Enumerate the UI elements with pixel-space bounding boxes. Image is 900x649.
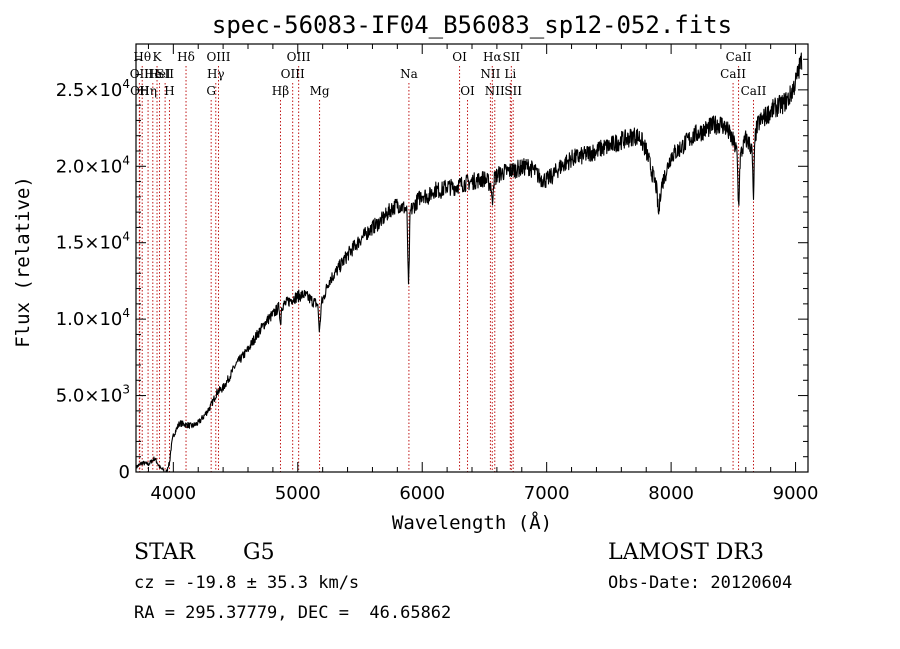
spectral-line-label: Hα: [483, 50, 502, 64]
survey-name: LAMOST DR3: [608, 540, 764, 565]
x-tick-label: 4000: [150, 483, 196, 504]
flux-line: [135, 52, 803, 473]
obs-date: Obs-Date: 20120604: [608, 573, 793, 593]
spectral-line-label: CaII: [741, 84, 767, 98]
spectral-line-label: Hγ: [207, 67, 225, 81]
x-tick-label: 7000: [524, 483, 570, 504]
y-axis-label: Flux (relative): [12, 176, 34, 348]
spectral-line-label: Mg: [310, 84, 330, 98]
spectral-line-label: Na: [400, 67, 418, 81]
spectral-line-label: OI: [452, 50, 467, 64]
spectral-line-label: NII: [480, 67, 500, 81]
y-tick-exponent: 4: [122, 77, 130, 91]
spectral-line-label: OI: [460, 84, 475, 98]
spectral-line-label: OIII: [287, 50, 311, 64]
spectral-line-label: OIII: [281, 67, 305, 81]
spectral-line-label: Hη: [139, 84, 157, 98]
x-tick-label: 6000: [399, 483, 445, 504]
y-tick-mantissa: 0: [119, 462, 130, 483]
spectral-line-label: K: [153, 50, 163, 64]
redshift-text: cz = -19.8 ± 35.3 km/s: [134, 573, 360, 593]
object-subclass: G5: [243, 540, 275, 565]
spectral-line-label: SII: [502, 50, 520, 64]
y-tick-exponent: 4: [122, 230, 130, 244]
y-tick-exponent: 3: [122, 383, 130, 397]
spectral-line-label: OII: [130, 84, 150, 98]
y-tick-mantissa: 2.5×10: [56, 80, 123, 101]
axes: [135, 43, 809, 473]
x-tick-label: 8000: [648, 483, 694, 504]
y-tick-mantissa: 1.0×10: [56, 309, 123, 330]
spectral-line-label: SII: [156, 67, 174, 81]
y-tick-label: 2.0×104: [56, 153, 130, 177]
y-tick-label: 5.0×103: [56, 383, 130, 407]
x-axis-label: Wavelength (Å): [392, 511, 552, 534]
spectral-line-label: OIII: [206, 50, 230, 64]
y-tick-label: 0: [119, 462, 130, 483]
y-tick-mantissa: 5.0×10: [56, 386, 123, 407]
spectral-line-label: CaII: [720, 67, 746, 81]
spectral-line-label: Hθ: [133, 50, 151, 64]
flux-series: [135, 52, 803, 473]
object-class: STAR: [134, 540, 195, 565]
y-tick-mantissa: 1.5×10: [56, 233, 123, 254]
spectral-line-label: G: [206, 84, 216, 98]
spectral-line-label: HeI: [148, 67, 171, 81]
spectral-line-label: H: [164, 84, 174, 98]
spectral-line-label: Hδ: [177, 50, 195, 64]
y-tick-label: 1.5×104: [56, 230, 130, 254]
chart-title: spec-56083-IF04_B56083_sp12-052.fits: [212, 11, 732, 39]
spectral-line-label: He: [144, 67, 162, 81]
spectral-line-labels: OIIOIIHθHηHeKHeISIIHHδGHγOIIIHβOIIIOIIIM…: [130, 50, 767, 98]
x-tick-label: 9000: [773, 483, 819, 504]
spectral-line-label: NII: [485, 84, 505, 98]
x-tick-label: 5000: [275, 483, 321, 504]
spectral-line-label: Li: [504, 67, 516, 81]
y-tick-label: 1.0×104: [56, 306, 130, 330]
spectral-line-label: CaII: [726, 50, 752, 64]
y-tick-mantissa: 2.0×10: [56, 156, 123, 177]
y-tick-label: 2.5×104: [56, 77, 130, 101]
spectral-line-label: OII: [130, 67, 150, 81]
y-tick-exponent: 4: [122, 306, 130, 320]
spectral-lines: [138, 66, 754, 472]
plot-frame: [135, 43, 809, 473]
spectral-line-label: Hβ: [272, 84, 289, 98]
coordinates: RA = 295.37779, DEC = 46.65862: [134, 603, 452, 623]
spectral-line-label: SII: [504, 84, 522, 98]
y-tick-exponent: 4: [122, 153, 130, 167]
ticks: 4000 5000 6000 7000 8000 900005.0×1031.0×1041…: [56, 43, 819, 504]
